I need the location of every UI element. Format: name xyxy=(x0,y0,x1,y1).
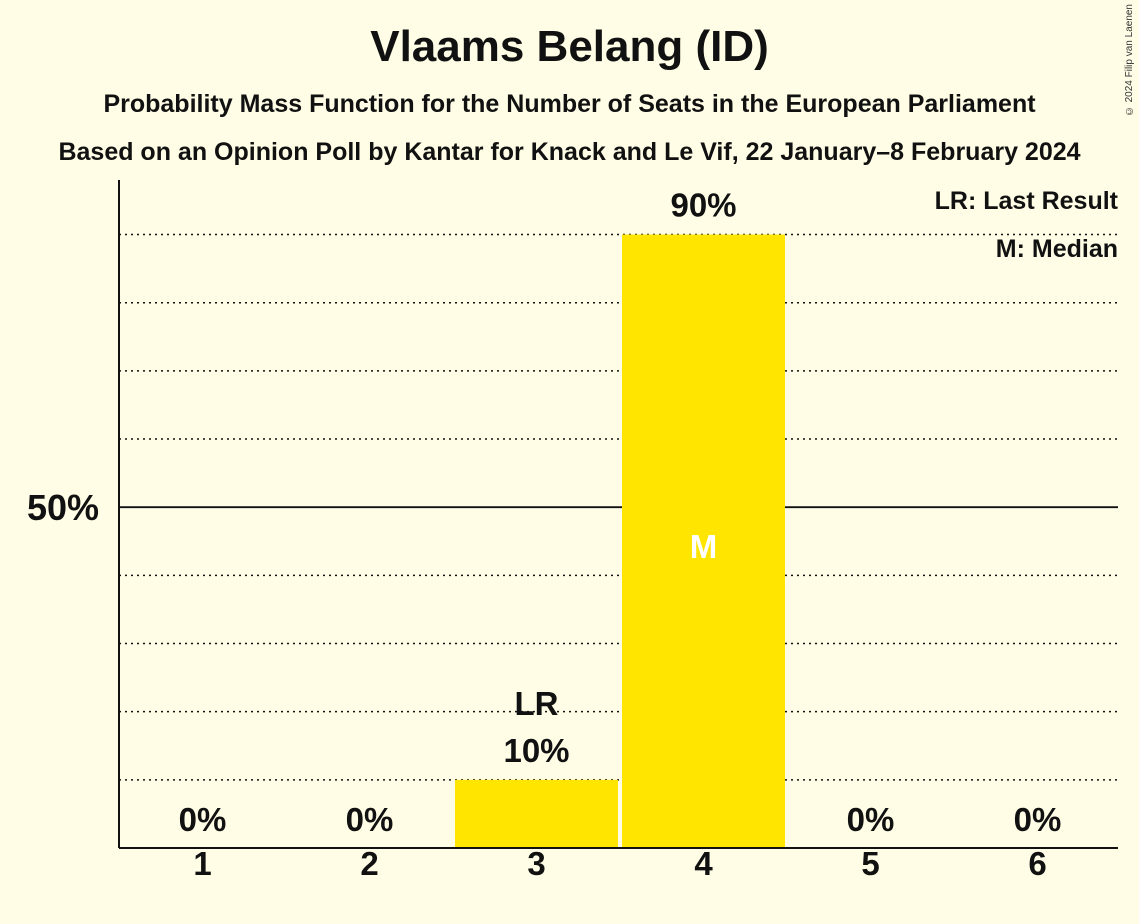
x-tick-label-6: 6 xyxy=(1028,845,1046,882)
median-marker: M xyxy=(690,528,718,565)
x-tick-label-2: 2 xyxy=(360,845,378,882)
x-tick-label-4: 4 xyxy=(694,845,713,882)
value-label-5: 0% xyxy=(847,801,895,838)
chart-source-subtitle: Based on an Opinion Poll by Kantar for K… xyxy=(58,138,1081,166)
bars xyxy=(455,234,785,848)
chart-subtitle: Probability Mass Function for the Number… xyxy=(103,90,1036,118)
value-label-1: 0% xyxy=(179,801,227,838)
bar-labels: 0% 0% 10% LR 90% M 0% 0% xyxy=(179,187,1062,838)
y-tick-label: 50% xyxy=(27,487,99,528)
value-label-4: 90% xyxy=(670,187,736,224)
x-tick-label-1: 1 xyxy=(193,845,211,882)
axes: 50% 1 2 3 4 5 6 xyxy=(27,180,1118,882)
value-label-6: 0% xyxy=(1014,801,1062,838)
chart-title: Vlaams Belang (ID) xyxy=(370,22,769,71)
value-label-3: 10% xyxy=(503,732,569,769)
bar-3 xyxy=(455,779,618,848)
legend-median: M: Median xyxy=(996,235,1118,263)
last-result-marker: LR xyxy=(515,685,559,722)
x-tick-label-3: 3 xyxy=(527,845,545,882)
bar-4 xyxy=(622,234,785,848)
gridlines xyxy=(119,233,1118,781)
value-label-2: 0% xyxy=(346,801,394,838)
legend-last-result: LR: Last Result xyxy=(935,187,1119,215)
x-tick-label-5: 5 xyxy=(861,845,879,882)
